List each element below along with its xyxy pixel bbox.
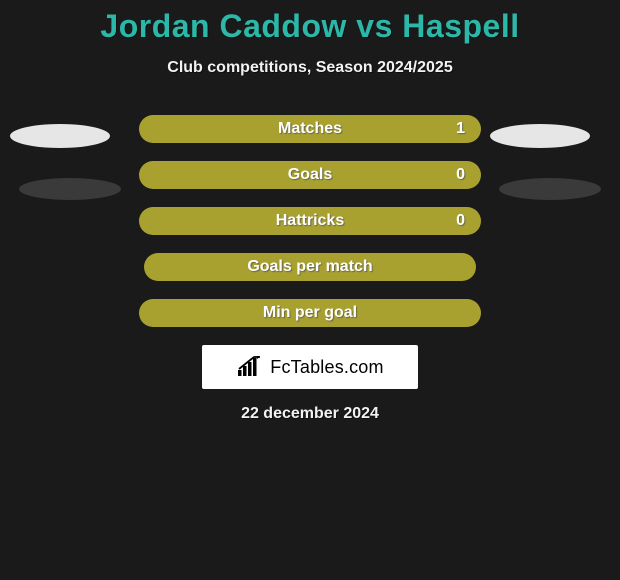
- stat-label: Hattricks: [139, 207, 481, 235]
- ellipse-right-top: [490, 124, 590, 148]
- stat-value: 0: [456, 207, 465, 235]
- stat-label: Matches: [139, 115, 481, 143]
- stat-label: Min per goal: [139, 299, 481, 327]
- bars-icon: [236, 356, 264, 378]
- ellipse-left-top: [10, 124, 110, 148]
- page-subtitle: Club competitions, Season 2024/2025: [0, 59, 620, 77]
- stat-label: Goals per match: [139, 253, 481, 281]
- page-title: Jordan Caddow vs Haspell: [0, 0, 620, 45]
- stat-row: Goals per match: [139, 253, 481, 281]
- stat-label: Goals: [139, 161, 481, 189]
- ellipse-left-second: [19, 178, 121, 200]
- stat-row: Goals0: [139, 161, 481, 189]
- footer-date: 22 december 2024: [0, 405, 620, 423]
- attribution-badge: FcTables.com: [202, 345, 418, 389]
- stat-row: Matches1: [139, 115, 481, 143]
- ellipse-right-second: [499, 178, 601, 200]
- stat-value: 1: [456, 115, 465, 143]
- stat-row: Hattricks0: [139, 207, 481, 235]
- attribution-text: FcTables.com: [270, 357, 383, 378]
- stat-value: 0: [456, 161, 465, 189]
- stat-row: Min per goal: [139, 299, 481, 327]
